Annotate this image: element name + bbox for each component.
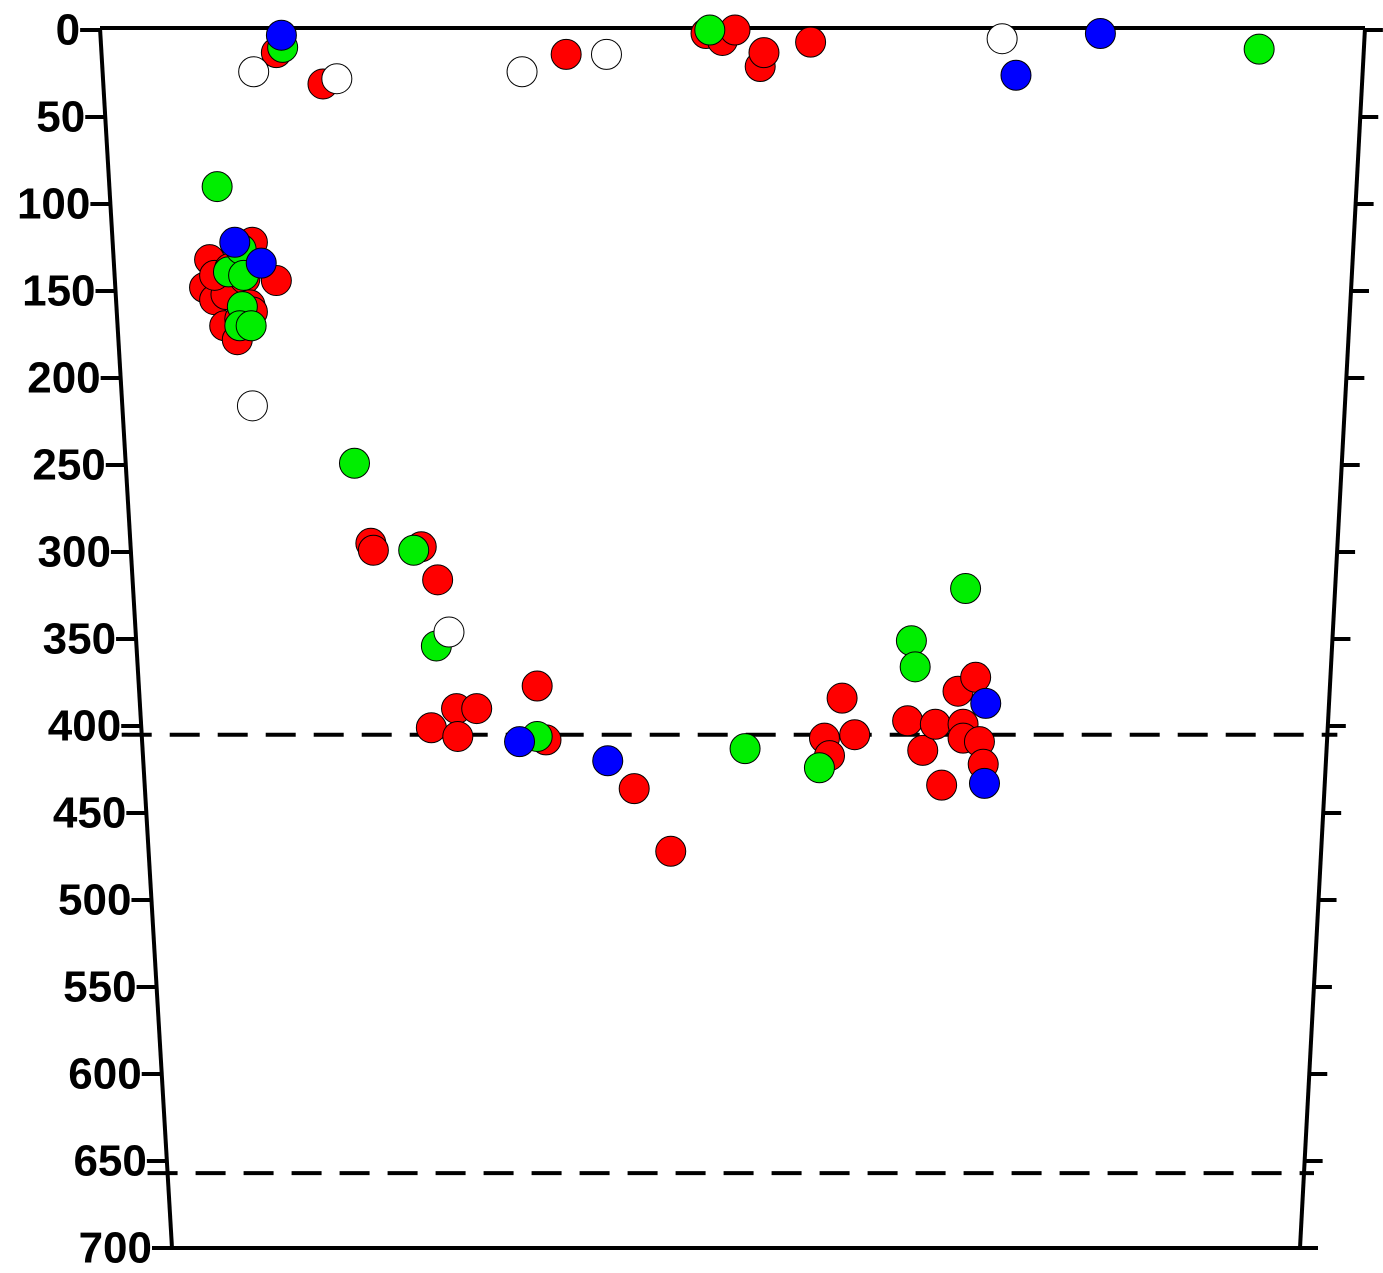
point bbox=[795, 26, 827, 58]
point bbox=[398, 534, 430, 566]
y-tick-label: 450 bbox=[53, 789, 126, 838]
point bbox=[415, 712, 447, 744]
point bbox=[892, 705, 924, 737]
point bbox=[461, 693, 493, 725]
point bbox=[926, 769, 958, 801]
y-tick-label: 700 bbox=[79, 1224, 152, 1273]
point bbox=[655, 835, 687, 867]
y-tick-label: 350 bbox=[43, 615, 116, 664]
y-tick-label: 300 bbox=[38, 528, 111, 577]
point bbox=[265, 19, 297, 51]
point bbox=[1000, 59, 1032, 91]
point bbox=[236, 390, 268, 422]
point bbox=[321, 63, 353, 95]
y-tick-label: 0 bbox=[56, 6, 80, 55]
point bbox=[907, 734, 939, 766]
point bbox=[521, 670, 553, 702]
point bbox=[618, 773, 650, 805]
axes-frame bbox=[98, 26, 1367, 1250]
point bbox=[919, 708, 951, 740]
point bbox=[422, 564, 454, 596]
point bbox=[1084, 17, 1116, 49]
point bbox=[338, 447, 370, 479]
y-tick-label: 600 bbox=[68, 1050, 141, 1099]
y-tick-label: 400 bbox=[48, 702, 121, 751]
point bbox=[219, 226, 251, 258]
y-tick-label: 150 bbox=[22, 267, 95, 316]
point bbox=[839, 719, 871, 751]
point bbox=[895, 625, 927, 657]
point bbox=[245, 247, 277, 279]
point bbox=[433, 616, 465, 648]
point bbox=[592, 745, 624, 777]
point bbox=[970, 687, 1002, 719]
point bbox=[442, 720, 474, 752]
point bbox=[506, 56, 538, 88]
point bbox=[550, 38, 582, 70]
point bbox=[1243, 33, 1275, 65]
point bbox=[729, 733, 761, 765]
point bbox=[238, 56, 270, 88]
point bbox=[504, 726, 536, 758]
point bbox=[201, 171, 233, 203]
point bbox=[694, 14, 726, 46]
y-tick-label: 500 bbox=[58, 876, 131, 925]
point bbox=[590, 38, 622, 70]
point bbox=[968, 767, 1000, 799]
y-tick-label: 650 bbox=[73, 1137, 146, 1186]
point bbox=[986, 23, 1018, 55]
point bbox=[899, 651, 931, 683]
point bbox=[235, 310, 267, 342]
y-tick-label: 550 bbox=[63, 963, 136, 1012]
y-tick-label: 200 bbox=[27, 354, 100, 403]
y-tick-label: 100 bbox=[17, 180, 90, 229]
point bbox=[748, 37, 780, 69]
point bbox=[960, 661, 992, 693]
point bbox=[803, 752, 835, 784]
y-tick-label: 50 bbox=[36, 93, 85, 142]
y-tick-label: 250 bbox=[32, 441, 105, 490]
point bbox=[950, 573, 982, 605]
point bbox=[826, 682, 858, 714]
point bbox=[357, 534, 389, 566]
